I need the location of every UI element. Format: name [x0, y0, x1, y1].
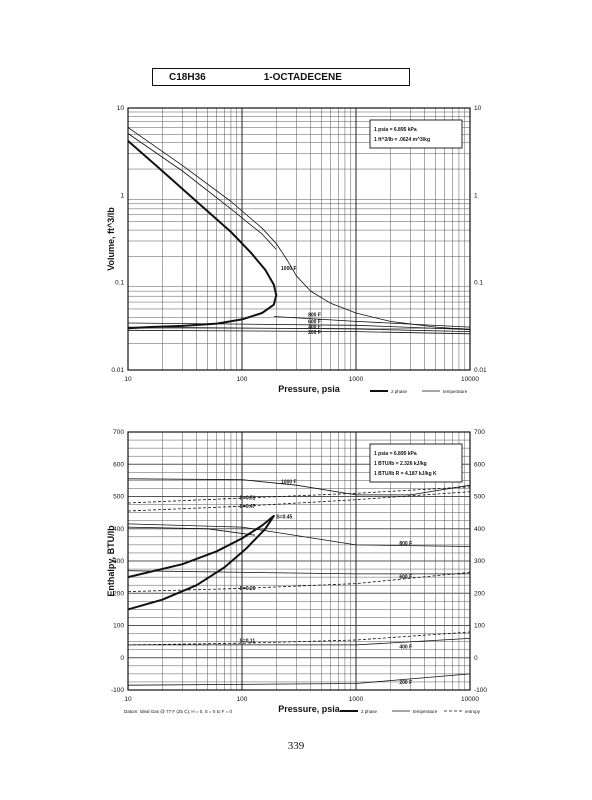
- chart2-annotation-s-0-51: S=0.51: [239, 496, 255, 502]
- chart2-y-tick-label-right: 100: [474, 623, 485, 630]
- chart2-y-tick-label-right: 400: [474, 526, 485, 533]
- chart1-y-tick-label-right: 10: [474, 105, 482, 112]
- chart2-series-2-phase-line: [127, 514, 275, 611]
- chart2-y-tick-label-left: 0: [120, 655, 124, 662]
- chart2-info-box-line: 1 BTU/lb = 2.326 kJ/kg: [374, 461, 427, 467]
- chart2-legend-label: temperature: [413, 709, 438, 714]
- chart2-y-tick-label-left: 700: [113, 429, 124, 436]
- chart2-datum-footnote: Datum: Ideal Gas @ 77 F (25 C); H = 0, S…: [124, 709, 232, 714]
- chart2-y-tick-label-left: 500: [113, 494, 124, 501]
- chart2-y-tick-label-right: 200: [474, 590, 485, 597]
- chart2-legend-label: entropy: [465, 709, 481, 714]
- chart2-plot-frame: [127, 431, 471, 691]
- chart1-y-tick-label-left: 0.1: [115, 280, 124, 287]
- chart1-x-axis-label: Pressure, psia: [278, 384, 341, 394]
- chart2-annotation-400-f: 400 F: [399, 645, 412, 651]
- chart2-annotation-s-0-11: S=0.11: [239, 638, 255, 644]
- chart2-series-1000-f-line: [127, 478, 471, 496]
- chart2-annotation-1000-f: 1000 F: [281, 480, 297, 486]
- chart2-y-tick-label-right: 700: [474, 429, 485, 436]
- chart1-y-tick-label-right: 1: [474, 192, 478, 199]
- chart1-annotation-800-f: 800 F: [308, 312, 321, 318]
- chart2-annotation-600-f: 600 F: [399, 575, 412, 581]
- chart2-y-tick-label-left: 400: [113, 526, 124, 533]
- chart2-y-axis-label: Enthalpy, BTU/lb: [106, 525, 116, 597]
- chart2-annotation-s-0-47: S=0.47: [239, 504, 255, 510]
- chart1-x-tick-label: 10000: [461, 376, 479, 383]
- chart1-series-1000-f-line: [127, 127, 471, 330]
- chart1-y-axis-label: Volume, ft^3/lb: [106, 207, 116, 271]
- chart1-legend-label: temperature: [443, 389, 468, 394]
- chart2-annotation-200-f: 200 F: [399, 680, 412, 686]
- chart1-info-box: [369, 119, 463, 149]
- chart1-series-800-f-line: [273, 316, 471, 328]
- chart1-x-tick-label: 10: [124, 376, 132, 383]
- chart1-y-tick-label-right: 0.01: [474, 367, 487, 374]
- chart2-series-s-0-51-line: [127, 486, 471, 504]
- chart2-info-box-line: 1 BTU/lb R = 4.187 kJ/kg K: [374, 471, 437, 477]
- chart2-info-box-line: 1 psia = 6.895 kPa: [374, 451, 417, 457]
- chart2-x-tick-label: 1000: [349, 696, 364, 703]
- chart1-annotation-400-f: 400 F: [308, 324, 321, 330]
- chart2-annotation-800-f: 800 F: [399, 541, 412, 547]
- chart1-series-2-phase-line: [127, 140, 278, 330]
- chart1-y-tick-label-left: 1: [120, 192, 124, 199]
- chart1-y-tick-label-left: 10: [117, 105, 125, 112]
- chart2-y-tick-label-right: 300: [474, 558, 485, 565]
- chart1-series-600-f-line: [127, 322, 471, 330]
- chart1-series-200-f-line: [127, 329, 471, 335]
- page-number: 339: [287, 740, 305, 752]
- chart2-y-tick-label-right: 0: [474, 655, 478, 662]
- chart2-x-axis-label: Pressure, psia: [278, 704, 341, 714]
- chart1-info-box-line: 1 ft^3/lb = .0624 m^3/kg: [374, 137, 430, 143]
- chart2-x-tick-label: 10000: [461, 696, 479, 703]
- chart2-info-box: [369, 443, 463, 483]
- chart2-x-tick-label: 100: [237, 696, 248, 703]
- chart2-series-thin-line: [127, 526, 256, 536]
- chart1-info-box-line: 1 psia = 6.895 kPa: [374, 127, 417, 133]
- chart2-series-s-0-47-line: [127, 491, 471, 512]
- chart2-annotation-s-0-26: S=0.26: [239, 586, 255, 592]
- chart1-y-tick-label-left: 0.01: [111, 367, 124, 374]
- chart2-series-800-f-line: [127, 523, 471, 547]
- chart2-series-s-0-26-line: [127, 571, 471, 592]
- chart1-x-tick-label: 100: [237, 376, 248, 383]
- chart2-annotation-s-0-45: S=0.45: [276, 514, 292, 520]
- chart1-annotation-600-f: 600 F: [308, 320, 321, 326]
- chart1-annotation-1000-f: 1000 F: [281, 266, 297, 272]
- chart1-x-tick-label: 1000: [349, 376, 364, 383]
- chart2-y-tick-label-left: 200: [113, 590, 124, 597]
- chart1-annotation-200-f: 200 F: [308, 330, 321, 336]
- chart2-y-tick-label-right: -100: [474, 687, 487, 694]
- chart2-series-s-0-11-line: [127, 631, 471, 646]
- chart1-y-tick-label-right: 0.1: [474, 280, 483, 287]
- chart2-series-400-f-line: [128, 638, 471, 646]
- chart1-plot-frame: [127, 107, 471, 371]
- chart1-legend-label: 2 phase: [391, 389, 408, 394]
- compound-name: 1-OCTADECENE: [263, 71, 342, 83]
- chart2-series-600-f-line: [127, 570, 470, 575]
- chart-title-box: C18H36 1-OCTADECENE: [152, 68, 410, 86]
- chart1-series-thin-line: [127, 133, 277, 250]
- chart2-series-200-f-line: [127, 673, 471, 686]
- chart2-y-tick-label-right: 500: [474, 494, 485, 501]
- chart2-y-tick-label-right: 600: [474, 461, 485, 468]
- chart2-x-tick-label: 10: [124, 696, 132, 703]
- chart1-series-400-f-line: [127, 326, 471, 332]
- chart2-y-tick-label-left: 600: [113, 461, 124, 468]
- chart2-y-tick-label-left: 300: [113, 558, 124, 565]
- chart2-legend-label: 2 phase: [361, 709, 378, 714]
- compound-formula: C18H36: [169, 71, 206, 83]
- chart2-y-tick-label-left: 100: [113, 623, 124, 630]
- chart2-y-tick-label-left: -100: [111, 687, 124, 694]
